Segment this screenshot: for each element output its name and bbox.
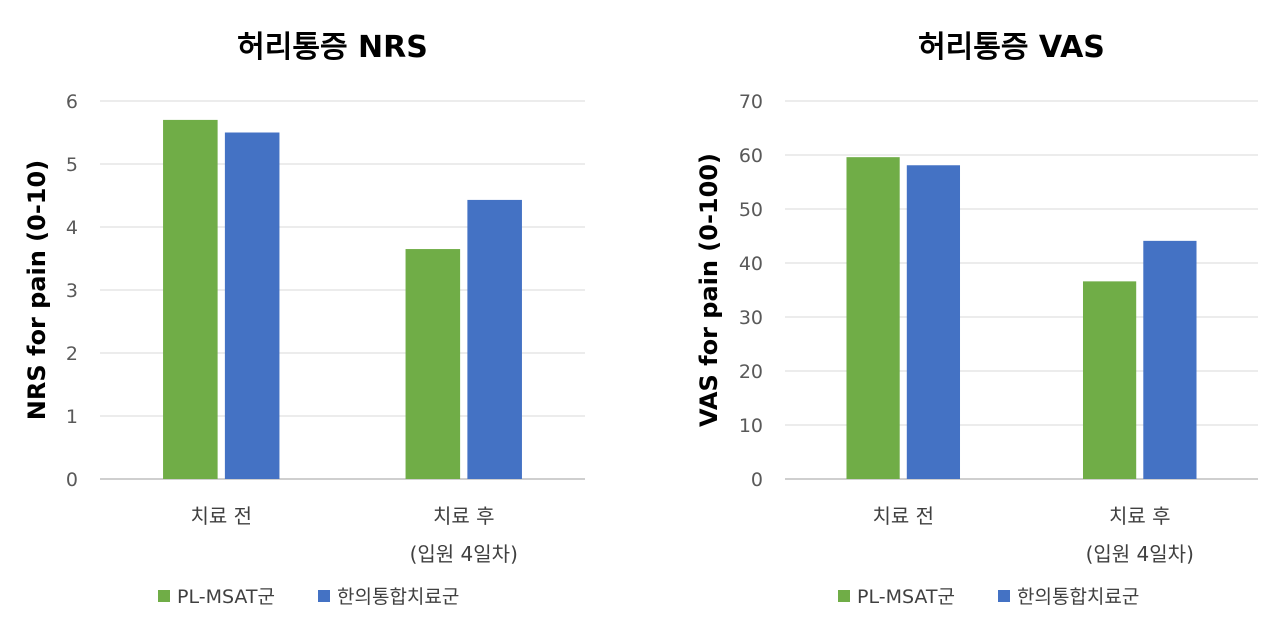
y-tick-label: 30 [739,307,763,329]
y-tick-label: 5 [66,154,78,176]
bar-pl-msat-1 [1082,281,1137,479]
bar-integrative-1 [467,199,522,479]
chart-title: 허리통증 VAS [918,30,1105,65]
x-category-label: 치료 전 [872,504,934,528]
y-tick-label: 0 [751,469,763,491]
x-category-label: 치료 후 [433,504,495,528]
vas-chart: 허리통증 VAS VAS for pain (0-100) 0 10 20 30 40 50 6… [695,30,1258,608]
legend-label-0: PL-MSAT군 [177,586,275,608]
x-category-label: 치료 후 [1109,504,1171,528]
legend-label-1: 한의통합치료군 [337,586,459,608]
chart-title: 허리통증 NRS [237,30,428,65]
legend-swatch-1 [998,590,1010,602]
y-tick-label: 1 [66,406,78,428]
legend-swatch-1 [318,590,330,602]
y-tick-label: 3 [66,280,78,302]
legend-swatch-0 [158,590,170,602]
y-tick-label: 6 [66,91,78,113]
y-tick-label: 60 [739,145,763,167]
y-tick-label: 0 [66,469,78,491]
legend-swatch-0 [838,590,850,602]
legend-label-0: PL-MSAT군 [857,586,955,608]
y-tick-label: 40 [739,253,763,275]
bar-pl-msat-1 [405,249,461,479]
bar-integrative-0 [224,132,280,479]
y-tick-label: 50 [739,199,763,221]
y-tick-label: 2 [66,343,78,365]
y-axis-label: NRS for pain (0-10) [23,160,51,420]
y-tick-label: 10 [739,415,763,437]
y-tick-label: 4 [66,217,78,239]
x-category-label: 치료 전 [190,504,252,528]
bar-pl-msat-0 [163,119,218,480]
x-category-label: (입원 4일차) [1086,542,1194,566]
y-tick-label: 20 [739,361,763,383]
legend-label-1: 한의통합치료군 [1017,586,1139,608]
bar-pl-msat-0 [846,157,900,479]
bar-integrative-0 [906,165,961,479]
x-category-label: (입원 4일차) [410,542,518,566]
y-axis-label: VAS for pain (0-100) [695,153,723,427]
bar-integrative-1 [1143,240,1197,479]
nrs-chart: 허리통증 NRS NRS for pain (0-10) 0 1 2 3 4 5 6 치료 전 치료… [23,30,585,608]
y-tick-label: 70 [739,91,763,113]
